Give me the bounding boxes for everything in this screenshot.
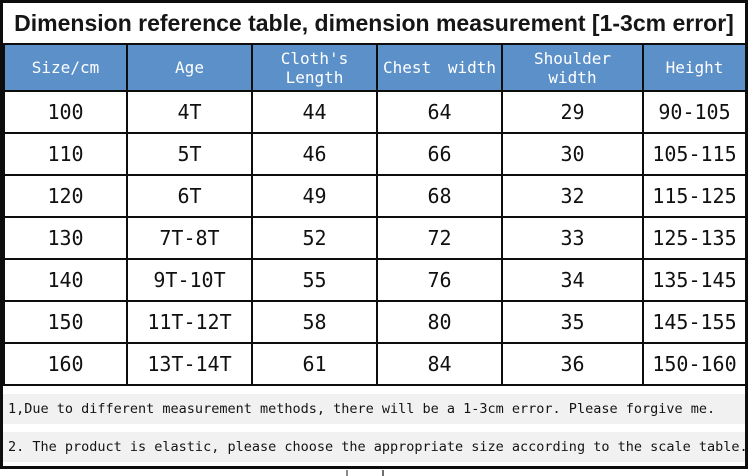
cell-age: 11T-12T — [126, 300, 253, 344]
cell-size: 110 — [3, 132, 128, 176]
cell-chest-width: 84 — [376, 342, 503, 386]
table-row: 100 4T 44 64 29 90-105 — [3, 90, 747, 134]
cell-height: 125-135 — [642, 216, 747, 260]
cell-size: 150 — [3, 300, 128, 344]
cell-height: 115-125 — [642, 174, 747, 218]
cell-shoulder-width: 29 — [501, 90, 644, 134]
cell-age: 9T-10T — [126, 258, 253, 302]
cell-chest-width: 80 — [376, 300, 503, 344]
table-row: 150 11T-12T 58 80 35 145-155 — [3, 300, 747, 344]
cell-shoulder-width: 35 — [501, 300, 644, 344]
cell-height: 90-105 — [642, 90, 747, 134]
header-cloths-length: Cloth's Length — [251, 43, 378, 92]
cell-age: 4T — [126, 90, 253, 134]
table-row: 160 13T-14T 61 84 36 150-160 — [3, 342, 747, 386]
footnote-measurement-error: 1,Due to different measurement methods, … — [3, 394, 745, 424]
table-row: 130 7T-8T 52 72 33 125-135 — [3, 216, 747, 260]
cell-age: 13T-14T — [126, 342, 253, 386]
header-chest-width: Chest width — [376, 43, 503, 92]
footnotes: 1,Due to different measurement methods, … — [3, 386, 745, 462]
fragment-vertical-line — [346, 470, 348, 476]
cell-shoulder-width: 33 — [501, 216, 644, 260]
cell-height: 135-145 — [642, 258, 747, 302]
next-table-fragment — [0, 469, 748, 476]
cell-chest-width: 68 — [376, 174, 503, 218]
cell-chest-width: 76 — [376, 258, 503, 302]
header-shoulder-width: Shoulder width — [501, 43, 644, 92]
cell-size: 140 — [3, 258, 128, 302]
cell-cloth-length: 44 — [251, 90, 378, 134]
cell-cloth-length: 49 — [251, 174, 378, 218]
table-row: 110 5T 46 66 30 105-115 — [3, 132, 747, 176]
fragment-vertical-line — [382, 470, 384, 476]
cell-height: 145-155 — [642, 300, 747, 344]
cell-chest-width: 66 — [376, 132, 503, 176]
cell-age: 5T — [126, 132, 253, 176]
header-height: Height — [642, 43, 747, 92]
cell-size: 130 — [3, 216, 128, 260]
cell-size: 160 — [3, 342, 128, 386]
cell-shoulder-width: 34 — [501, 258, 644, 302]
cell-cloth-length: 46 — [251, 132, 378, 176]
cell-size: 100 — [3, 90, 128, 134]
cell-age: 7T-8T — [126, 216, 253, 260]
cell-shoulder-width: 30 — [501, 132, 644, 176]
table-row: 120 6T 49 68 32 115-125 — [3, 174, 747, 218]
cell-shoulder-width: 32 — [501, 174, 644, 218]
cell-cloth-length: 55 — [251, 258, 378, 302]
table-header-row: Size/cm Age Cloth's Length Chest width S… — [3, 43, 747, 92]
cell-shoulder-width: 36 — [501, 342, 644, 386]
footnote-elastic-sizing: 2. The product is elastic, please choose… — [3, 432, 745, 462]
cell-height: 105-115 — [642, 132, 747, 176]
header-size-cm: Size/cm — [3, 43, 128, 92]
cell-height: 150-160 — [642, 342, 747, 386]
cell-chest-width: 64 — [376, 90, 503, 134]
header-age: Age — [126, 43, 253, 92]
size-table: Size/cm Age Cloth's Length Chest width S… — [3, 43, 747, 386]
page-title: Dimension reference table, dimension mea… — [3, 3, 745, 43]
cell-cloth-length: 58 — [251, 300, 378, 344]
cell-size: 120 — [3, 174, 128, 218]
cell-cloth-length: 61 — [251, 342, 378, 386]
cell-age: 6T — [126, 174, 253, 218]
cell-cloth-length: 52 — [251, 216, 378, 260]
table-row: 140 9T-10T 55 76 34 135-145 — [3, 258, 747, 302]
cell-chest-width: 72 — [376, 216, 503, 260]
